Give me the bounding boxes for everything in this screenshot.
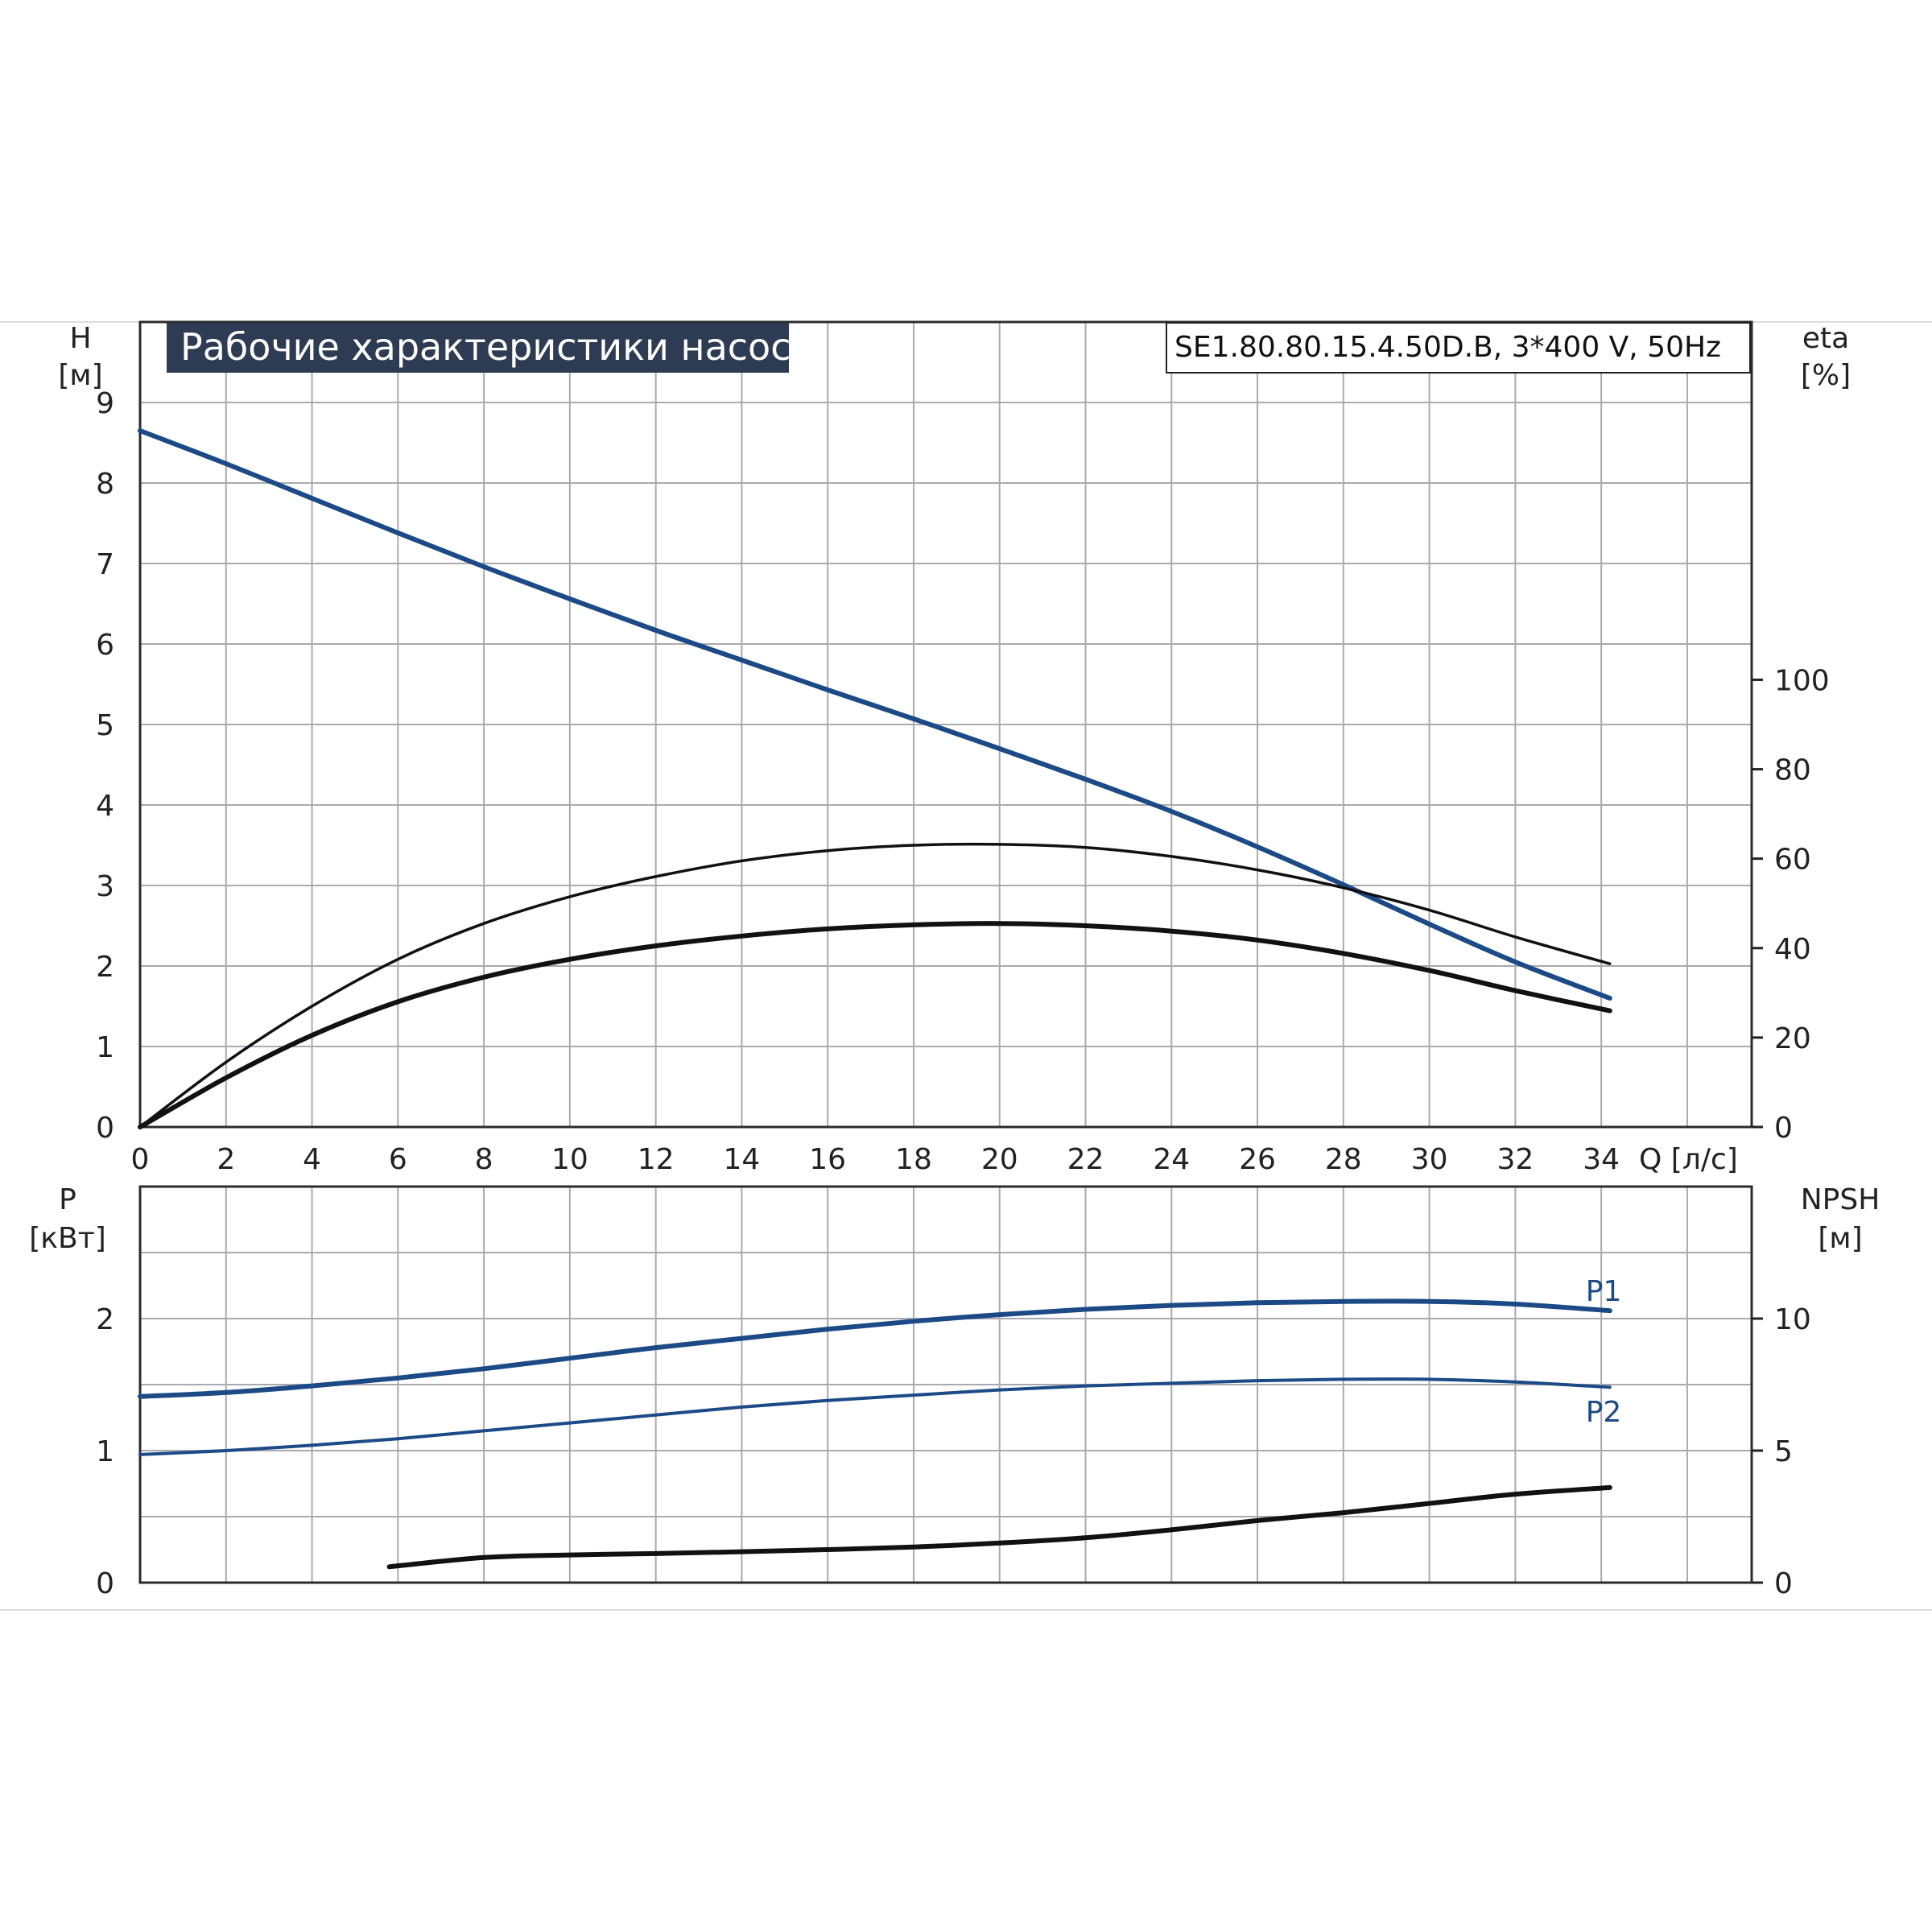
x-tick-label: 20 [981,1143,1018,1176]
y2-tick-label: 0 [1774,1567,1793,1600]
y-tick-label: 8 [96,468,114,501]
efficiency-total-curve [138,921,1612,1129]
y-tick-label: 0 [96,1112,114,1145]
series-label-p2: P2 [1586,1396,1622,1429]
x-tick-label: 32 [1496,1143,1534,1176]
x-tick-label: 2 [217,1143,235,1176]
x-tick-label: 6 [389,1143,407,1176]
y-tick-label: 1 [96,1031,114,1064]
y-axis-label-h: H [69,322,91,355]
y2-tick-label: 40 [1774,933,1811,966]
title-badge [167,323,789,373]
y2-axis-unit-npsh: [м] [1818,1222,1862,1255]
x-tick-label: 16 [809,1143,846,1176]
efficiency-curve [138,842,1612,1129]
y-tick-label: 6 [96,629,114,662]
x-tick-label: 34 [1583,1143,1620,1176]
p1-power-curve [138,1298,1612,1399]
x-tick-label: 10 [551,1143,588,1176]
x-tick-label: 8 [475,1143,493,1176]
x-tick-label: 28 [1325,1143,1362,1176]
y2-tick-label: 80 [1774,754,1811,787]
y-tick-label: 5 [96,709,114,742]
y2-axis-label-npsh: NPSH [1801,1183,1880,1216]
y-axis-unit-p: [кВт] [29,1222,106,1255]
head-curve [138,428,1612,1001]
tick-labels: 0 2 4 6 8 10 12 14 16 18 20 22 24 26 28 30 32 34012345678… [96,387,1830,1600]
model-label: SE1.80.80.15.4.50D.B, 3*400 V, 50Hz [1174,331,1721,364]
x-tick-label: 26 [1239,1143,1276,1176]
y-tick-label: 7 [96,548,114,581]
y-tick-label: 1 [96,1435,114,1468]
y2-tick-label: 5 [1774,1435,1793,1468]
y2-axis-unit-eta: [%] [1801,359,1851,392]
upper-grid [140,322,1752,1127]
x-tick-label: 12 [638,1143,675,1176]
y-tick-label: 2 [96,951,114,984]
y-tick-label: 3 [96,870,114,903]
y2-tick-label: 20 [1774,1022,1811,1055]
chart-title: Рабочие характеристики насоса [180,325,814,369]
x-tick-label: 24 [1153,1143,1190,1176]
model-box [1166,322,1751,374]
y2-axis-label-eta: eta [1802,322,1849,355]
y-tick-label: 9 [96,387,114,420]
y-tick-label: 0 [96,1567,114,1600]
x-tick-label: 14 [724,1143,761,1176]
series-label-p1: P1 [1586,1275,1622,1308]
x-tick-label: 0 [131,1143,150,1176]
y-tick-label: 4 [96,790,114,823]
p2-power-curve [138,1377,1612,1456]
y-axis-unit-h: [м] [58,359,102,392]
upper-plot-frame [138,320,1753,1129]
x-tick-label: 18 [895,1143,932,1176]
y-tick-label: 2 [96,1303,114,1336]
x-tick-label: 22 [1067,1143,1104,1176]
curves [138,428,1612,1570]
y2-tick-label: 10 [1774,1303,1811,1336]
npsh-curve [386,1484,1612,1570]
y2-tick-label: 0 [1774,1112,1793,1145]
y2-tick-label: 100 [1774,664,1830,697]
x-tick-label: 4 [303,1143,321,1176]
lower-plot-frame [138,1185,1753,1584]
y2-tick-label: 60 [1774,844,1811,877]
lower-grid [140,1187,1752,1583]
y-axis-label-p: P [59,1183,76,1216]
x-axis-label-q: Q [л/с] [1639,1143,1738,1176]
x-tick-label: 30 [1411,1143,1448,1176]
